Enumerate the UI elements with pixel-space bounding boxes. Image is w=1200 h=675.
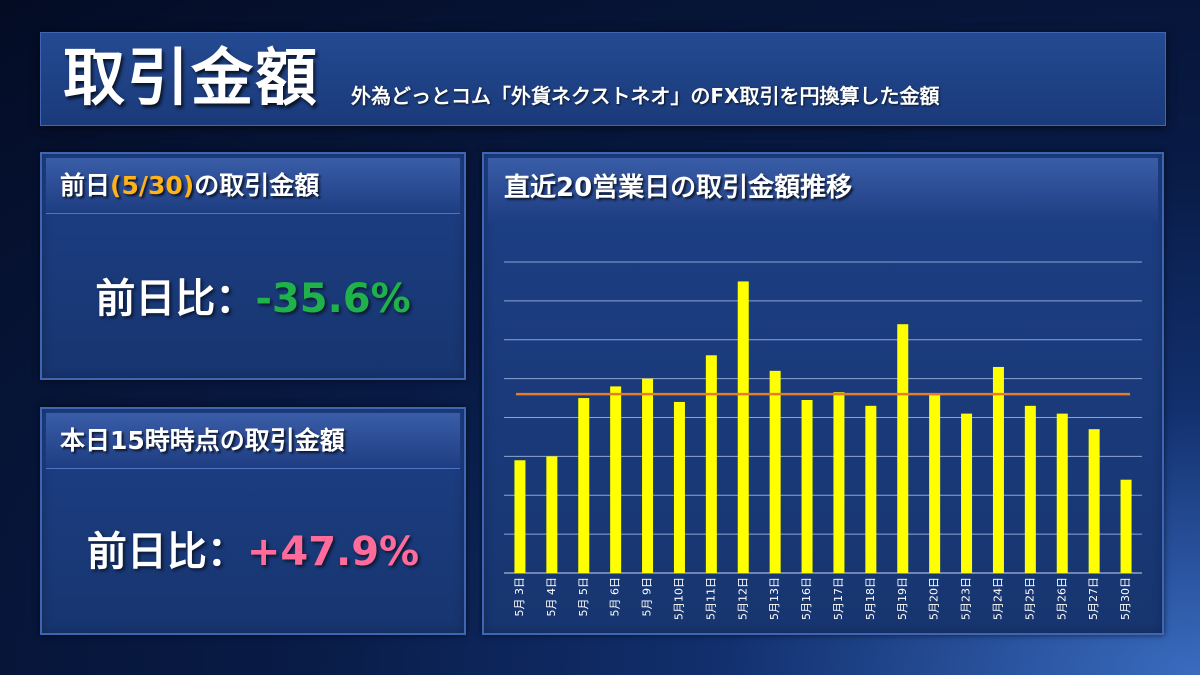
- x-tick-label: 5月 9日: [641, 577, 654, 617]
- prev-day-comparison-value: -35.6%: [255, 276, 411, 322]
- today-panel-title: 本日15時時点の取引金額: [46, 413, 460, 469]
- x-tick-label: 5月23日: [960, 577, 973, 620]
- x-tick-label: 5月11日: [704, 577, 717, 620]
- x-tick-label: 5月 3日: [513, 577, 526, 617]
- x-tick-label: 5月 5日: [577, 577, 590, 617]
- x-tick-label: 5月30日: [1119, 577, 1132, 620]
- bar: [546, 456, 558, 573]
- today-comparison-label: 前日比：: [86, 529, 247, 575]
- bar: [1120, 479, 1132, 573]
- bar: [769, 370, 781, 573]
- bar: [514, 460, 526, 573]
- prev-day-comparison-label: 前日比：: [95, 276, 256, 322]
- chart-title: 直近20営業日の取引金額推移: [488, 158, 1158, 222]
- x-tick-label: 5月16日: [800, 577, 813, 620]
- x-tick-label: 5月 4日: [545, 577, 558, 617]
- page-subtitle: 外為どっとコム「外貨ネクストネオ」のFX取引を円換算した金額: [351, 84, 940, 108]
- bar: [865, 405, 877, 573]
- x-tick-label: 5月24日: [991, 577, 1004, 620]
- bar: [992, 366, 1004, 573]
- x-tick-label: 5月13日: [768, 577, 781, 620]
- today-comparison: 前日比：+47.9%: [42, 527, 464, 577]
- x-tick-label: 5月27日: [1087, 577, 1100, 620]
- bar: [578, 398, 590, 573]
- bar: [705, 355, 717, 573]
- today-panel: 本日15時時点の取引金額 前日比：+47.9%: [40, 407, 466, 635]
- today-comparison-value: +47.9%: [246, 529, 420, 575]
- bar: [801, 400, 813, 573]
- bar: [737, 281, 749, 573]
- bar: [929, 394, 941, 573]
- bar: [1024, 405, 1036, 573]
- bar: [673, 401, 685, 573]
- prev-day-panel-title: 前日(5/30)の取引金額: [46, 158, 460, 214]
- header-bar: 取引金額 外為どっとコム「外貨ネクストネオ」のFX取引を円換算した金額: [40, 32, 1166, 126]
- prev-day-comparison: 前日比：-35.6%: [42, 274, 464, 324]
- prev-day-date: (5/30): [110, 171, 195, 200]
- bar: [1056, 413, 1068, 573]
- bar: [833, 392, 845, 573]
- x-tick-label: 5月19日: [896, 577, 909, 620]
- bar: [1088, 429, 1100, 573]
- bar: [897, 324, 909, 573]
- x-tick-label: 5月17日: [832, 577, 845, 620]
- prev-day-panel: 前日(5/30)の取引金額 前日比：-35.6%: [40, 152, 466, 380]
- x-tick-label: 5月25日: [1023, 577, 1036, 620]
- bar: [961, 413, 973, 573]
- prev-day-title-prefix: 前日: [60, 171, 111, 200]
- bar: [610, 386, 622, 573]
- bar: [642, 378, 654, 573]
- x-tick-label: 5月 6日: [609, 577, 622, 617]
- page-title: 取引金額: [63, 41, 320, 114]
- x-tick-label: 5月20日: [928, 577, 941, 620]
- bar-chart: 5月 3日 5月 4日 5月 5日 5月 6日 5月 9日 5月10日 5月11日 5月12日…: [504, 261, 1142, 620]
- x-tick-label: 5月26日: [1055, 577, 1068, 620]
- x-tick-label: 5月12日: [736, 577, 749, 620]
- x-tick-label: 5月18日: [864, 577, 877, 620]
- x-tick-label: 5月10日: [672, 577, 685, 620]
- chart-panel: 直近20営業日の取引金額推移 5月 3日 5月 4日 5月 5日 5月 6日 5月 9日…: [482, 152, 1164, 635]
- prev-day-title-suffix: の取引金額: [194, 171, 320, 200]
